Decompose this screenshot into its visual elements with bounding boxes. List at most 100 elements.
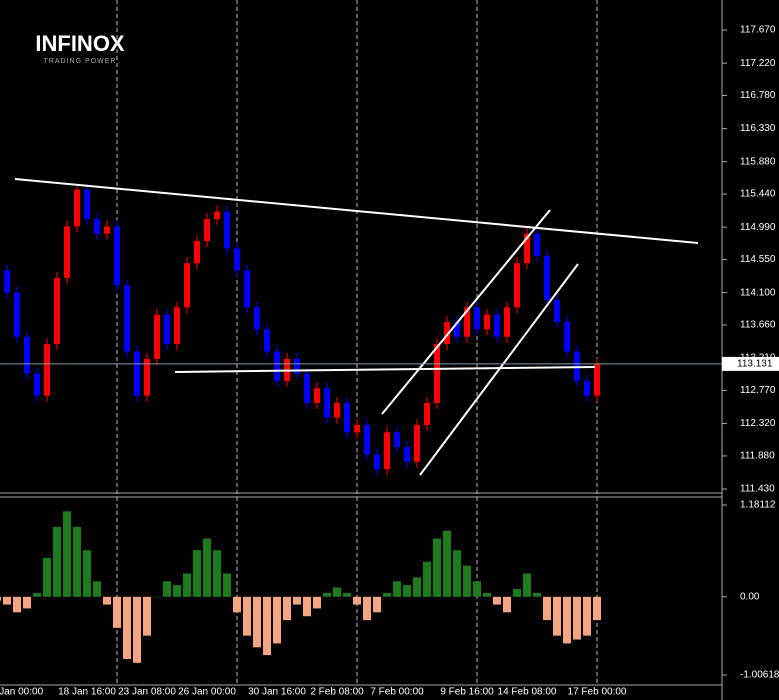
macd-bar — [303, 596, 311, 617]
candle — [194, 241, 200, 264]
macd-bar — [313, 596, 321, 609]
trend-line — [381, 209, 551, 415]
macd-bar — [243, 596, 251, 636]
candle — [104, 226, 110, 234]
y-tick-label: -1.00618 — [740, 670, 779, 681]
candle — [4, 270, 10, 293]
macd-bar — [343, 592, 351, 597]
x-tick-label: 7 Feb 00:00 — [370, 687, 424, 698]
macd-bar — [73, 526, 81, 597]
candle — [124, 285, 130, 352]
candle — [214, 211, 220, 220]
x-tick-label: 26 Jan 00:00 — [178, 687, 236, 698]
macd-bar — [493, 596, 501, 605]
candle — [114, 226, 120, 286]
current-price-box — [722, 356, 779, 371]
y-tick-label: 116.330 — [740, 123, 776, 134]
y-tick-label: 115.440 — [740, 189, 776, 200]
macd-bar — [183, 573, 191, 597]
candle — [204, 219, 210, 242]
y-tick-label: 1.18112 — [740, 500, 776, 511]
macd-bar — [423, 561, 431, 597]
macd-bar — [133, 596, 141, 663]
candle — [524, 233, 530, 264]
macd-bar — [563, 596, 571, 644]
macd-bar — [53, 526, 61, 597]
macd-bar — [403, 585, 411, 597]
candle — [424, 402, 430, 426]
candle — [224, 211, 230, 249]
macd-bar — [483, 592, 491, 597]
logo-tagline: TRADING POWER — [44, 58, 117, 65]
macd-bar — [13, 596, 21, 613]
candle — [414, 425, 420, 462]
candle — [344, 402, 350, 433]
macd-bar — [533, 592, 541, 597]
candle — [314, 388, 320, 403]
y-tick-label: 117.220 — [740, 58, 776, 69]
candle — [144, 358, 150, 396]
y-tick-label: 115.880 — [740, 156, 776, 167]
plot — [0, 0, 601, 685]
macd-bar — [123, 596, 131, 659]
x-tick-label: 2 Feb 08:00 — [310, 687, 364, 698]
macd-bar — [443, 530, 451, 597]
candle — [154, 314, 160, 359]
macd-bar — [293, 596, 301, 605]
macd-bar — [233, 596, 241, 613]
candle — [574, 351, 580, 381]
macd-bar — [433, 538, 441, 597]
candle — [244, 270, 250, 308]
y-tick-label: 112.770 — [740, 385, 776, 396]
macd-bar — [463, 565, 471, 597]
candle — [444, 322, 450, 345]
macd-bar — [23, 596, 31, 609]
macd-bar — [353, 596, 361, 605]
y-tick-label: 117.670 — [740, 25, 776, 36]
macd-bar — [573, 596, 581, 640]
candle — [594, 363, 600, 396]
macd-bar — [103, 596, 111, 605]
macd-bar — [523, 573, 531, 597]
macd-bar — [113, 596, 121, 628]
y-tick-label: 112.320 — [740, 418, 776, 429]
candle — [474, 307, 480, 330]
macd-bar — [83, 550, 91, 597]
y-tick-label: 114.550 — [740, 254, 776, 265]
y-tick-label: 113.660 — [740, 320, 776, 331]
macd-bar — [173, 585, 181, 597]
macd-bar — [263, 596, 271, 656]
candle — [184, 263, 190, 308]
y-tick-label: 0.00 — [740, 591, 760, 602]
candle — [554, 299, 560, 323]
x-tick-label: 18 Jan 16:00 — [58, 687, 116, 698]
macd-bar — [203, 538, 211, 597]
candle — [324, 388, 330, 418]
candle — [504, 307, 510, 337]
candle — [384, 432, 390, 470]
candle — [564, 322, 570, 352]
candle — [294, 358, 300, 374]
candle — [94, 219, 100, 234]
macd-bar — [583, 596, 591, 636]
candle — [334, 402, 340, 418]
candle — [534, 233, 540, 256]
macd-bar — [0, 596, 1, 601]
logo-name: INFINOX — [35, 31, 125, 56]
macd-bar — [163, 581, 171, 597]
x-tick-label: 14 Feb 08:00 — [498, 687, 557, 698]
macd-bar — [513, 589, 521, 597]
trend-line — [419, 263, 579, 476]
y-tick-label: 114.100 — [740, 287, 776, 298]
x-tick-label: 17 Feb 00:00 — [568, 687, 627, 698]
current-price-label: 113.131 — [737, 359, 773, 370]
candle — [134, 351, 140, 396]
candle — [484, 314, 490, 330]
candle — [454, 322, 460, 337]
macd-bar — [323, 592, 331, 597]
candle — [584, 380, 590, 396]
macd-bar — [453, 550, 461, 597]
x-tick-label: 23 Jan 08:00 — [118, 687, 176, 698]
y-tick-label: 111.880 — [740, 451, 775, 462]
